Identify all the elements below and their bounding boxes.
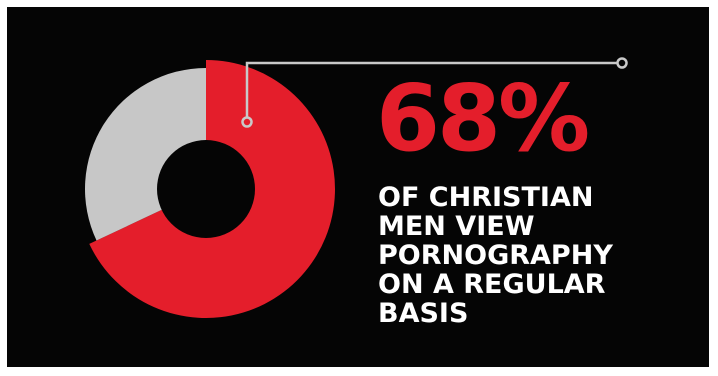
caption-line: PORNOGRAPHY xyxy=(378,240,613,271)
caption-line: MEN VIEW xyxy=(378,211,535,242)
leader-end-dot xyxy=(616,57,628,69)
infographic-panel: 68% OF CHRISTIAN MEN VIEW PORNOGRAPHY ON A … xyxy=(7,7,709,367)
leader-line xyxy=(245,61,622,120)
caption-line: ON A REGULAR xyxy=(378,269,606,300)
caption-line: OF CHRISTIAN xyxy=(378,182,594,213)
donut-hole xyxy=(157,140,255,238)
donut-chart xyxy=(85,57,628,318)
caption-line: BASIS xyxy=(378,298,469,329)
caption-text: OF CHRISTIAN MEN VIEW PORNOGRAPHY ON A REGU… xyxy=(378,183,613,328)
leader-start-dot xyxy=(241,116,253,128)
headline-percentage: 68% xyxy=(376,65,590,172)
